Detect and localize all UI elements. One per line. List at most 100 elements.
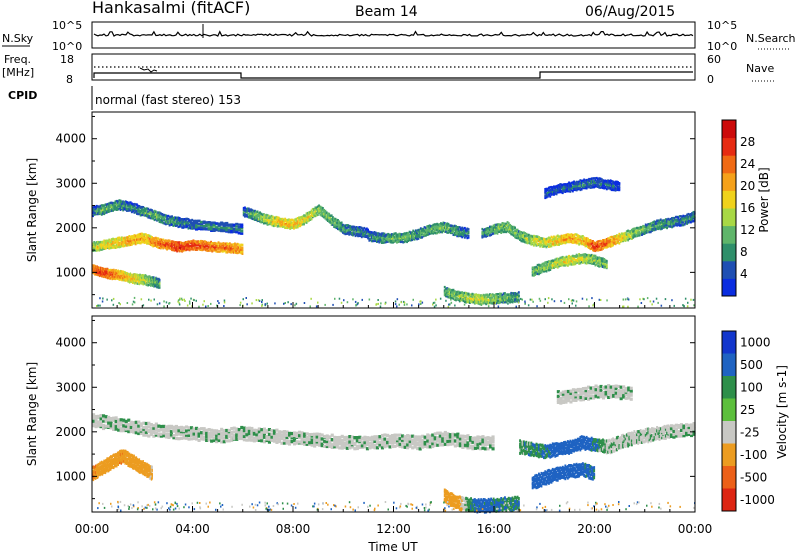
- power-heatmap-data: [92, 177, 696, 308]
- heatmap-cell: [133, 301, 135, 303]
- heatmap-cell: [518, 302, 520, 304]
- heatmap-cell: [332, 304, 334, 306]
- heatmap-cell: [352, 298, 354, 300]
- heatmap-cell: [190, 298, 192, 300]
- heatmap-cell: [524, 303, 526, 305]
- heatmap-cell: [102, 301, 104, 303]
- heatmap-cell: [651, 303, 653, 305]
- heatmap-cell: [572, 299, 574, 301]
- freq-label-line1: Freq.: [4, 53, 31, 66]
- heatmap-cell: [141, 298, 143, 300]
- heatmap-cell: [406, 303, 408, 305]
- heatmap-cell: [242, 244, 244, 247]
- freq-step-line: [94, 72, 693, 78]
- heatmap-cell: [240, 232, 243, 235]
- heatmap-cell: [600, 299, 602, 301]
- heatmap-cell: [483, 302, 485, 304]
- colorbar-tick-label: 28: [740, 135, 755, 149]
- heatmap-cell: [643, 298, 645, 300]
- heatmap-cell: [310, 298, 312, 300]
- heatmap-cell: [296, 303, 298, 305]
- heatmap-cell: [606, 260, 608, 263]
- heatmap-cell: [357, 302, 359, 304]
- heatmap-cell: [524, 301, 526, 303]
- heatmap-cell: [528, 304, 530, 306]
- heatmap-cell: [564, 302, 566, 304]
- heatmap-cell: [588, 305, 590, 307]
- heatmap-cell: [687, 302, 689, 304]
- noise-left-tick-bottom: 10^0: [52, 40, 82, 53]
- heatmap-cell: [514, 227, 516, 230]
- heatmap-cell: [507, 303, 509, 305]
- heatmap-cell: [599, 299, 601, 301]
- heatmap-cell: [498, 306, 500, 308]
- heatmap-cell: [665, 298, 667, 300]
- heatmap-cell: [99, 305, 101, 307]
- heatmap-cell: [396, 305, 398, 307]
- colorbar-tick-label: 24: [740, 157, 755, 171]
- power-ylabel: Slant Range [km]: [25, 158, 39, 262]
- heatmap-cell: [262, 299, 264, 301]
- heatmap-cell: [187, 305, 189, 307]
- colorbar-swatch: [722, 226, 736, 244]
- heatmap-cell: [411, 304, 413, 306]
- heatmap-cell: [99, 297, 101, 299]
- noise-left-tick-top: 10^5: [52, 19, 82, 32]
- heatmap-cell: [261, 305, 263, 307]
- heatmap-cell: [385, 303, 387, 305]
- heatmap-cell: [551, 298, 553, 300]
- heatmap-cell: [518, 294, 520, 297]
- heatmap-cell: [560, 300, 562, 302]
- heatmap-cell: [369, 299, 371, 301]
- heatmap-cell: [339, 298, 341, 300]
- heatmap-cell: [224, 300, 226, 302]
- heatmap-cell: [240, 302, 242, 304]
- heatmap-cell: [239, 304, 241, 306]
- colorbar-tick-label: 4: [740, 267, 748, 281]
- heatmap-cell: [243, 298, 245, 300]
- heatmap-cell: [324, 304, 326, 306]
- heatmap-cell: [690, 299, 692, 301]
- heatmap-cell: [508, 299, 510, 301]
- heatmap-cell: [499, 301, 501, 303]
- heatmap-cell: [618, 182, 620, 185]
- heatmap-cell: [159, 302, 161, 304]
- freq-right-tick-top: 60: [707, 53, 721, 66]
- heatmap-cell: [347, 301, 349, 303]
- heatmap-cell: [179, 304, 181, 306]
- heatmap-cell: [362, 299, 364, 301]
- heatmap-cell: [375, 304, 377, 306]
- heatmap-cell: [687, 305, 689, 307]
- heatmap-cell: [440, 298, 442, 300]
- heatmap-cell: [647, 297, 649, 299]
- heatmap-cell: [399, 304, 401, 306]
- heatmap-cell: [223, 305, 225, 307]
- heatmap-cell: [240, 224, 243, 227]
- heatmap-cell: [685, 298, 687, 300]
- heatmap-cell: [157, 303, 159, 305]
- heatmap-cell: [179, 298, 181, 300]
- colorbar-swatch: [722, 138, 736, 156]
- heatmap-cell: [514, 300, 516, 302]
- heatmap-cell: [413, 299, 415, 301]
- y-tick-label: 2000: [55, 221, 86, 235]
- heatmap-cell: [671, 299, 673, 301]
- station-title: Hankasalmi (fitACF): [92, 0, 250, 17]
- colorbar-tick-label: 8: [740, 245, 748, 259]
- heatmap-cell: [618, 185, 620, 188]
- heatmap-cell: [468, 231, 470, 234]
- heatmap-cell: [517, 300, 519, 302]
- colorbar-swatch: [722, 190, 736, 208]
- heatmap-cell: [547, 302, 549, 304]
- heatmap-cell: [435, 304, 437, 306]
- heatmap-cell: [545, 298, 547, 300]
- heatmap-cell: [419, 301, 421, 303]
- freq-left-tick-bottom: 8: [66, 73, 73, 86]
- heatmap-cell: [582, 298, 584, 300]
- heatmap-cell: [113, 298, 115, 300]
- heatmap-cell: [397, 298, 399, 300]
- noise-sky-line: [94, 32, 693, 36]
